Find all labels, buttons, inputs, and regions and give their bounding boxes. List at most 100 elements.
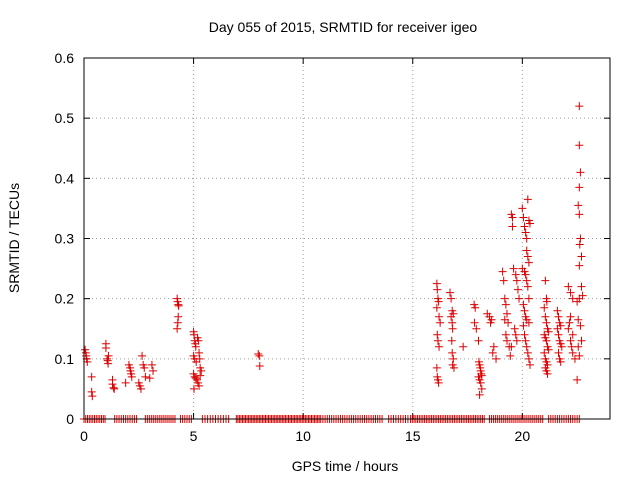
data-point [541,312,550,321]
data-point [136,384,145,393]
data-point [568,330,577,339]
data-point [513,285,522,294]
data-point [435,342,444,351]
data-point [577,336,586,345]
data-point [459,342,468,351]
data-point [522,246,531,255]
data-point [523,195,532,204]
data-point [574,201,583,210]
data-point [104,359,113,368]
data-point [194,336,203,345]
data-point [540,303,549,312]
data-point [524,258,533,267]
data-point [498,267,507,276]
data-point [190,384,199,393]
data-point [575,102,584,111]
data-point [149,366,158,375]
chart-title: Day 055 of 2015, SRMTID for receiver ige… [209,19,478,35]
data-point [477,371,486,380]
y-tick-label: 0.4 [55,170,75,186]
data-point [504,318,513,327]
x-tick-label: 0 [80,428,88,444]
data-point [191,374,200,383]
data-point [121,378,130,387]
data-point [509,264,518,273]
data-point [524,354,533,363]
data-point [501,300,510,309]
data-point [523,282,532,291]
data-point [195,381,204,390]
data-point [197,366,206,375]
data-point [574,315,583,324]
data-point [196,371,205,380]
data-point [564,324,573,333]
data-point [506,351,515,360]
data-point [523,252,532,261]
data-point [565,318,574,327]
data-point [526,219,535,228]
data-point [556,357,565,366]
plot-frame [83,57,611,420]
data-point [575,210,584,219]
data-point [576,234,585,243]
data-point [145,374,154,383]
data-point [109,383,118,392]
data-point [104,351,113,360]
y-axis-label: SRMTID / TECUs [6,183,22,293]
data-point [554,348,563,357]
data-point [544,345,553,354]
data-point [541,276,550,285]
axis-ticks: 0 0.1 0.2 0.3 0.4 0.5 0.6 0 5 10 15 20 [55,50,610,444]
data-point [501,330,510,339]
data-point [575,351,584,360]
data-point [575,240,584,249]
data-point [570,354,579,363]
data-point [557,342,566,351]
data-point [433,285,442,294]
data-point [512,276,521,285]
y-tick-label: 0 [66,411,74,427]
data-point [127,372,136,381]
data-point [110,384,119,393]
data-point [173,324,182,333]
data-point [566,288,575,297]
data-point [147,360,156,369]
data-point [542,336,551,345]
data-point [507,342,516,351]
data-point [255,362,264,371]
data-point [87,387,96,396]
data-point [544,327,553,336]
data-point [522,276,531,285]
data-point [108,380,117,389]
data-point [524,318,533,327]
data-point [449,363,458,372]
data-point [511,270,520,279]
data-point [568,348,577,357]
data-point [508,222,517,231]
data-point [432,303,441,312]
data-point [519,300,528,309]
data-point [577,252,586,261]
data-point [519,321,528,330]
data-point [191,342,200,351]
data-point [566,336,575,345]
data-point [195,348,204,357]
data-point [540,348,549,357]
data-point [542,297,551,306]
data-point [520,306,529,315]
data-point [554,330,563,339]
data-point [553,324,562,333]
data-point [446,288,455,297]
data-point [447,294,456,303]
data-point [433,330,442,339]
x-axis-label: GPS time / hours [292,458,399,474]
data-point [564,282,573,291]
data-point [101,344,110,353]
data-point [173,318,182,327]
data-point [574,342,583,351]
data-point [542,318,551,327]
data-point [476,378,485,387]
data-point [511,330,520,339]
data-point [515,294,524,303]
